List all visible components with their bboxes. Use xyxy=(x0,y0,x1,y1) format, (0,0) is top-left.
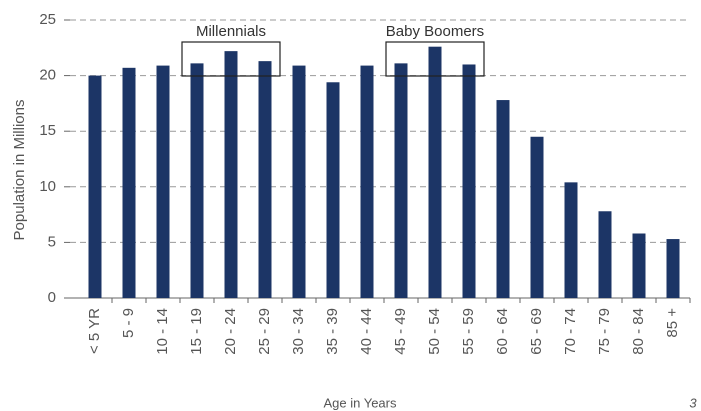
x-tick-label: 75 - 79 xyxy=(596,308,613,355)
bar xyxy=(632,233,646,298)
x-tick-label: 50 - 54 xyxy=(426,308,443,355)
bar xyxy=(462,64,476,298)
page-number: 3 xyxy=(689,395,697,410)
x-tick-label: 60 - 64 xyxy=(494,308,511,355)
x-tick-label: 35 - 39 xyxy=(324,308,341,355)
x-tick-label: 30 - 34 xyxy=(290,308,307,355)
annotation-box xyxy=(181,41,281,77)
x-tick-label: 25 - 29 xyxy=(256,308,273,355)
x-tick-label: 5 - 9 xyxy=(120,308,137,338)
annotation-text: Millennials xyxy=(196,23,266,40)
x-tick-label: < 5 YR xyxy=(86,308,103,354)
bar xyxy=(156,65,170,298)
y-tick-label: 0 xyxy=(48,289,56,306)
y-tick-label: 15 xyxy=(39,122,56,139)
annotation-box xyxy=(385,41,485,77)
bar xyxy=(122,67,136,298)
x-tick-label: 45 - 49 xyxy=(392,308,409,355)
bar xyxy=(326,82,340,298)
bar xyxy=(598,211,612,298)
bar xyxy=(292,65,306,298)
x-tick-label: 85 + xyxy=(664,308,681,338)
x-axis-label: Age in Years xyxy=(323,395,397,410)
y-tick-label: 25 xyxy=(39,11,56,28)
annotation-text: Baby Boomers xyxy=(386,23,484,40)
y-tick-label: 10 xyxy=(39,178,56,195)
x-tick-label: 40 - 44 xyxy=(358,308,375,355)
x-tick-label: 70 - 74 xyxy=(562,308,579,355)
y-axis-label: Population in Millions xyxy=(11,100,28,241)
bar xyxy=(564,182,578,298)
x-tick-label: 20 - 24 xyxy=(222,308,239,355)
bar xyxy=(428,46,442,298)
bar xyxy=(496,100,510,299)
bar xyxy=(88,75,102,298)
x-tick-label: 65 - 69 xyxy=(528,308,545,355)
bar xyxy=(666,239,680,298)
bar xyxy=(360,65,374,298)
bar xyxy=(258,61,272,299)
x-tick-label: 10 - 14 xyxy=(154,308,171,355)
x-tick-label: 15 - 19 xyxy=(188,308,205,355)
bar xyxy=(530,136,544,298)
bar xyxy=(190,63,204,299)
bar xyxy=(224,51,238,298)
bar xyxy=(394,63,408,299)
x-tick-label: 80 - 84 xyxy=(630,308,647,355)
x-tick-label: 55 - 59 xyxy=(460,308,477,355)
y-tick-label: 5 xyxy=(48,233,56,250)
y-tick-label: 20 xyxy=(39,67,56,84)
